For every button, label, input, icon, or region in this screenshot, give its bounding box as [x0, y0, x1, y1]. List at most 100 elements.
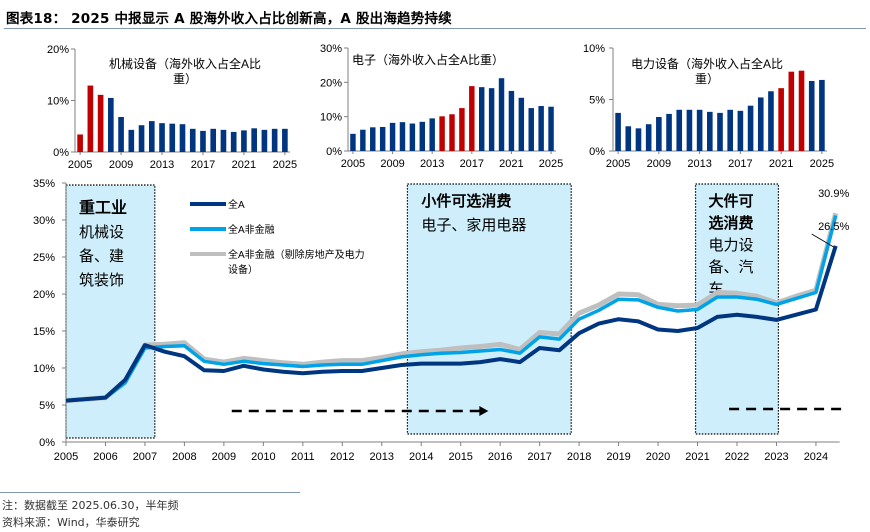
bar-2009 — [118, 116, 124, 152]
x-tick-label: 2007 — [133, 451, 157, 463]
x-tick-label: 2006 — [93, 451, 117, 463]
x-tick-label: 2014 — [409, 451, 433, 463]
x-tick-label: 2008 — [172, 451, 196, 463]
bar-2010 — [399, 122, 406, 151]
bar-2024 — [538, 106, 544, 151]
figure-title-bar: 图表18： 2025 中报显示 A 股海外收入占比创新高，A 股出海趋势持续 — [4, 4, 866, 29]
x-tick-label: 2009 — [109, 159, 133, 171]
bar-2023 — [528, 108, 534, 151]
data-label-leader — [811, 233, 834, 248]
bar-2020 — [498, 78, 505, 151]
bar-2019 — [757, 97, 764, 151]
y-tick-label: 10% — [47, 96, 69, 108]
figure-title: 图表18： 2025 中报显示 A 股海外收入占比创新高，A 股出海趋势持续 — [6, 11, 452, 27]
x-tick-label: 2013 — [370, 451, 394, 463]
box-body-line: 筑装饰 — [79, 272, 124, 289]
arrow-head-icon — [479, 406, 489, 416]
data-label: 26.5% — [818, 221, 849, 233]
y-tick-label: 5% — [589, 95, 605, 107]
bar-2008 — [108, 97, 114, 152]
bar-2005 — [350, 133, 356, 151]
bar-2018 — [210, 128, 217, 152]
bar-2011 — [409, 123, 416, 151]
bar-2008 — [645, 124, 652, 151]
box-heading: 重工业 — [79, 198, 127, 217]
x-tick-label: 2019 — [606, 451, 630, 463]
bar-2018 — [478, 87, 485, 151]
bar-2018 — [747, 105, 754, 151]
x-tick-label: 2005 — [341, 158, 365, 170]
y-tick-label: 10% — [320, 112, 342, 124]
bar-2005 — [615, 112, 621, 151]
y-tick-label: 25% — [33, 252, 55, 264]
bar-2007 — [97, 94, 104, 152]
x-tick-label: 2010 — [251, 451, 275, 463]
bar-2013 — [696, 109, 703, 151]
y-tick-label: 5% — [39, 400, 55, 412]
y-tick-label: 20% — [320, 77, 342, 89]
x-tick-label: 2012 — [330, 451, 354, 463]
bar-2024 — [808, 80, 815, 151]
series-line-3 — [65, 212, 839, 404]
bar-2006 — [360, 129, 366, 151]
x-tick-label: 2015 — [448, 451, 472, 463]
y-tick-label: 20% — [33, 289, 55, 301]
bar-2021 — [778, 88, 784, 151]
x-tick-label: 2024 — [804, 451, 828, 463]
series-line-1 — [65, 245, 838, 403]
bar-2007 — [370, 127, 376, 151]
bar-2005 — [77, 134, 83, 152]
x-tick-label: 2018 — [567, 451, 591, 463]
bar-2010 — [666, 113, 672, 151]
y-tick-label: 0% — [589, 146, 605, 158]
bar-2021 — [241, 130, 247, 152]
x-tick-label: 2025 — [810, 158, 834, 170]
bar-2011 — [138, 125, 145, 152]
bar-2017 — [737, 110, 744, 151]
small-bar-chart-2: 0% 10% 20% 30% 2005 2009 2013 2017 2021 2025 电子（海外… — [320, 43, 563, 170]
chart-title: 重） — [695, 72, 719, 86]
x-tick-label: 2023 — [764, 451, 788, 463]
box-body-line: 电子、家用电器 — [421, 217, 526, 234]
bar-2016 — [727, 109, 733, 151]
bar-2019 — [488, 88, 495, 151]
chart-title: 机械设备（海外收入占全A比 — [109, 56, 261, 71]
bar-2006 — [625, 126, 632, 151]
bar-2015 — [449, 114, 455, 151]
box-heading: 小件可选消费 — [421, 192, 511, 210]
bar-2012 — [419, 121, 426, 151]
highlight-box-2 — [406, 183, 572, 435]
legend-label: 全A非金融 — [228, 223, 275, 236]
x-tick-label: 2005 — [54, 451, 78, 463]
bar-2009 — [656, 117, 662, 151]
highlight-box-3 — [694, 183, 780, 435]
chart-title: 重） — [173, 72, 197, 86]
bar-2015 — [717, 112, 723, 151]
bar-2025 — [548, 106, 554, 151]
legend-label: 设备） — [228, 263, 258, 276]
y-tick-label: 0% — [39, 437, 55, 449]
bar-2014 — [169, 123, 176, 152]
y-tick-label: 10% — [583, 43, 605, 55]
legend-label: 全A — [228, 198, 245, 211]
y-tick-label: 0% — [53, 147, 69, 159]
bar-2020 — [230, 131, 237, 152]
box-heading: 大件可 — [709, 192, 754, 210]
bar-2017 — [200, 130, 206, 152]
box-body-line: 电力设 — [709, 237, 754, 254]
bar-2007 — [635, 128, 642, 151]
bar-2017 — [469, 86, 475, 151]
x-tick-label: 2017 — [527, 451, 551, 463]
x-tick-label: 2021 — [769, 158, 793, 170]
box-heading: 选消费 — [709, 214, 754, 232]
chart-title: 电子（海外收入占全A比重） — [352, 52, 504, 67]
bar-2023 — [261, 129, 268, 152]
x-tick-label: 2025 — [273, 159, 297, 171]
x-tick-label: 2021 — [685, 451, 709, 463]
bar-2014 — [439, 116, 445, 151]
bar-2015 — [179, 124, 186, 152]
x-tick-label: 2005 — [606, 158, 630, 170]
data-note: 注：数据截至 2025.06.30，半年频 — [2, 499, 179, 512]
source-note: 资料来源：Wind，华泰研究 — [2, 516, 140, 529]
